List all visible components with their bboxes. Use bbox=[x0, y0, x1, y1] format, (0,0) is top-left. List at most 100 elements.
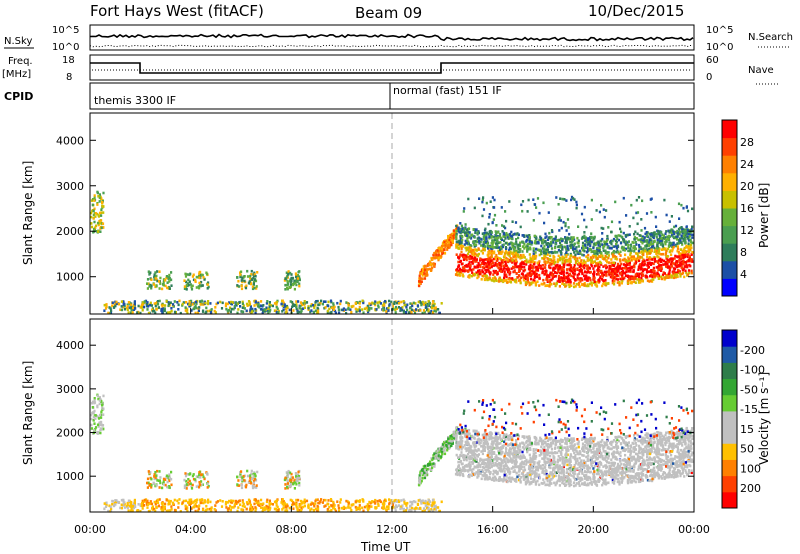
scatter-cell bbox=[496, 264, 499, 268]
scatter-cell bbox=[554, 235, 557, 238]
scatter-cell bbox=[146, 486, 149, 489]
scatter-cell bbox=[206, 283, 209, 286]
scatter-cell bbox=[461, 254, 464, 257]
scatter-cell bbox=[143, 498, 146, 502]
scatter-cell bbox=[645, 250, 648, 253]
scatter-cell bbox=[599, 276, 602, 280]
scatter-cell bbox=[663, 259, 666, 263]
scatter-cell bbox=[452, 237, 455, 240]
scatter-cell bbox=[573, 285, 576, 289]
scatter-cell bbox=[92, 419, 95, 422]
scatter-cell bbox=[583, 249, 586, 253]
scatter-cell bbox=[668, 245, 671, 248]
scatter-cell bbox=[572, 266, 575, 270]
scatter-cell bbox=[677, 241, 680, 244]
scatter-cell bbox=[294, 272, 297, 275]
scatter-cell bbox=[482, 261, 485, 265]
scatter-cell bbox=[630, 281, 633, 285]
scatter-cell bbox=[507, 277, 510, 281]
scatter-cell bbox=[390, 499, 393, 502]
scatter-cell bbox=[665, 265, 668, 268]
scatter-cell bbox=[641, 279, 644, 283]
scatter-cell bbox=[477, 231, 480, 235]
scatter-cell bbox=[295, 482, 298, 486]
scatter-cell bbox=[573, 198, 576, 201]
scatter-cell bbox=[428, 301, 431, 305]
scatter-cell bbox=[509, 277, 512, 281]
scatter-cell bbox=[158, 287, 161, 290]
scatter-cell bbox=[468, 261, 471, 264]
scatter-cell bbox=[365, 504, 368, 508]
colorbar-swatch bbox=[722, 120, 737, 139]
scatter-cell bbox=[296, 476, 299, 480]
scatter-cell bbox=[550, 247, 554, 250]
scatter-cell bbox=[530, 243, 533, 246]
scatter-cell bbox=[252, 273, 255, 276]
scatter-cell bbox=[579, 264, 582, 268]
scatter-cell bbox=[418, 282, 421, 285]
scatter-cell bbox=[532, 255, 535, 258]
scatter-cell bbox=[536, 261, 539, 265]
scatter-cell bbox=[490, 253, 493, 257]
scatter-cell bbox=[168, 476, 171, 480]
scatter-cell bbox=[504, 237, 507, 240]
scatter-cell bbox=[657, 274, 661, 277]
scatter-cell bbox=[519, 281, 522, 285]
scatter-cell bbox=[520, 262, 523, 265]
scatter-cell bbox=[595, 242, 598, 245]
scatter-cell bbox=[459, 227, 462, 231]
scatter-cell bbox=[483, 229, 487, 232]
scatter-cell bbox=[606, 270, 609, 274]
scatter-cell bbox=[457, 256, 460, 259]
scatter-cell bbox=[674, 254, 677, 258]
scatter-cell bbox=[130, 506, 133, 510]
scatter-cell bbox=[627, 243, 630, 247]
scatter-cell bbox=[194, 503, 197, 506]
scatter-cell bbox=[449, 235, 452, 239]
scatter-cell bbox=[327, 502, 330, 506]
scatter-cell bbox=[213, 508, 216, 511]
scatter-cell bbox=[100, 208, 103, 211]
scatter-cell bbox=[194, 278, 197, 282]
scatter-cell bbox=[593, 260, 597, 263]
scatter-cell bbox=[188, 479, 191, 483]
scatter-cell bbox=[93, 194, 96, 197]
scatter-cell bbox=[465, 265, 468, 268]
scatter-cell bbox=[437, 308, 440, 311]
scatter-cell bbox=[544, 232, 547, 236]
scatter-cell bbox=[326, 309, 329, 313]
scatter-cell bbox=[481, 270, 484, 274]
scatter-cell bbox=[486, 253, 489, 257]
colorbar-swatch bbox=[722, 208, 737, 227]
scatter-cell bbox=[675, 244, 678, 248]
scatter-cell bbox=[461, 266, 465, 269]
scatter-cell bbox=[569, 246, 573, 250]
scatter-cell bbox=[563, 283, 566, 286]
scatter-cell bbox=[689, 258, 692, 261]
scatter-cell bbox=[333, 309, 337, 313]
scatter-cell bbox=[565, 276, 568, 279]
scatter-cell bbox=[553, 282, 556, 285]
scatter-cell bbox=[253, 471, 256, 474]
scatter-cell bbox=[558, 238, 561, 242]
scatter-cell bbox=[236, 311, 239, 315]
scatter-cell bbox=[186, 472, 189, 476]
scatter-cell bbox=[601, 284, 604, 288]
scatter-cell bbox=[177, 506, 180, 509]
scatter-cell bbox=[541, 241, 544, 245]
scatter-cell bbox=[510, 260, 513, 263]
scatter-cell bbox=[385, 505, 389, 509]
scatter-cell bbox=[504, 260, 507, 263]
scatter-cell bbox=[641, 199, 644, 203]
scatter-cell bbox=[388, 498, 391, 501]
scatter-cell bbox=[601, 275, 604, 278]
scatter-cell bbox=[549, 254, 552, 258]
scatter-cell bbox=[580, 269, 583, 273]
scatter-cell bbox=[146, 301, 149, 304]
scatter-cell bbox=[440, 302, 443, 305]
scatter-cell bbox=[158, 280, 161, 283]
scatter-cell bbox=[678, 272, 681, 275]
scatter-cell bbox=[326, 509, 329, 513]
scatter-cell bbox=[552, 275, 555, 278]
